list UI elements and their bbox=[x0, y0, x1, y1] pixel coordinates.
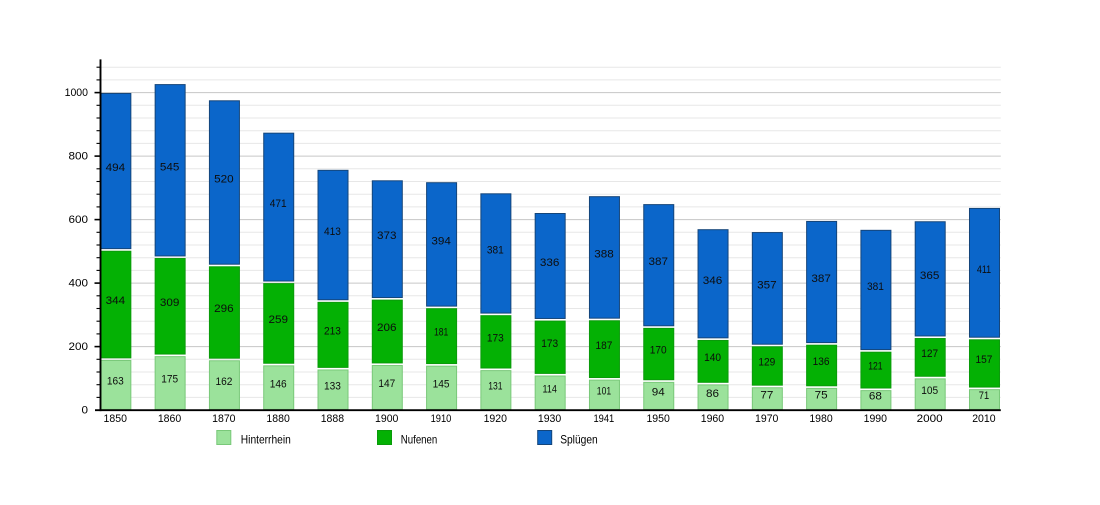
svg-text:94: 94 bbox=[652, 387, 665, 399]
svg-text:200: 200 bbox=[69, 341, 89, 353]
svg-text:162: 162 bbox=[215, 376, 232, 388]
svg-text:0: 0 bbox=[82, 404, 89, 416]
svg-text:600: 600 bbox=[69, 214, 89, 226]
svg-text:2000: 2000 bbox=[917, 413, 943, 425]
svg-text:129: 129 bbox=[758, 357, 775, 369]
svg-text:259: 259 bbox=[268, 314, 288, 326]
svg-text:206: 206 bbox=[377, 322, 397, 334]
svg-text:86: 86 bbox=[706, 388, 719, 400]
svg-text:346: 346 bbox=[703, 275, 723, 287]
svg-text:1960: 1960 bbox=[701, 413, 724, 425]
svg-text:296: 296 bbox=[214, 303, 234, 315]
svg-text:1910: 1910 bbox=[431, 413, 452, 425]
svg-text:373: 373 bbox=[377, 230, 397, 242]
svg-text:1920: 1920 bbox=[484, 413, 507, 425]
svg-text:1970: 1970 bbox=[755, 413, 778, 425]
svg-text:147: 147 bbox=[378, 378, 395, 390]
svg-text:357: 357 bbox=[757, 279, 777, 291]
svg-text:1888: 1888 bbox=[321, 413, 344, 425]
svg-text:471: 471 bbox=[270, 198, 287, 210]
svg-text:145: 145 bbox=[433, 378, 450, 390]
svg-text:75: 75 bbox=[815, 390, 828, 402]
svg-text:413: 413 bbox=[324, 226, 341, 238]
svg-text:187: 187 bbox=[596, 340, 613, 352]
svg-text:1930: 1930 bbox=[538, 413, 561, 425]
svg-text:388: 388 bbox=[594, 248, 614, 260]
svg-text:101: 101 bbox=[597, 385, 611, 397]
svg-text:1980: 1980 bbox=[809, 413, 832, 425]
svg-text:105: 105 bbox=[921, 385, 938, 397]
svg-text:133: 133 bbox=[324, 380, 341, 392]
svg-text:181: 181 bbox=[434, 327, 448, 339]
svg-text:136: 136 bbox=[813, 356, 830, 368]
svg-text:411: 411 bbox=[977, 264, 991, 276]
svg-text:1880: 1880 bbox=[266, 413, 289, 425]
svg-text:400: 400 bbox=[69, 277, 89, 289]
svg-text:387: 387 bbox=[811, 273, 831, 285]
svg-text:121: 121 bbox=[868, 361, 882, 373]
svg-text:173: 173 bbox=[541, 338, 558, 350]
svg-text:494: 494 bbox=[106, 162, 126, 174]
svg-text:387: 387 bbox=[649, 256, 669, 268]
svg-text:1900: 1900 bbox=[375, 413, 398, 425]
svg-text:213: 213 bbox=[324, 325, 341, 337]
svg-text:175: 175 bbox=[161, 374, 178, 386]
svg-text:1870: 1870 bbox=[212, 413, 235, 425]
svg-text:173: 173 bbox=[487, 332, 504, 344]
svg-text:344: 344 bbox=[106, 295, 126, 307]
svg-text:1990: 1990 bbox=[864, 413, 887, 425]
svg-text:309: 309 bbox=[160, 297, 180, 309]
svg-text:127: 127 bbox=[921, 348, 938, 360]
svg-text:131: 131 bbox=[488, 381, 502, 393]
svg-text:545: 545 bbox=[160, 161, 180, 173]
svg-text:170: 170 bbox=[650, 345, 667, 357]
svg-text:114: 114 bbox=[543, 383, 557, 395]
svg-text:77: 77 bbox=[760, 389, 773, 401]
svg-text:1941: 1941 bbox=[593, 413, 614, 425]
svg-text:520: 520 bbox=[214, 174, 234, 186]
svg-text:68: 68 bbox=[869, 391, 882, 403]
svg-text:1950: 1950 bbox=[646, 413, 669, 425]
svg-text:1860: 1860 bbox=[158, 413, 181, 425]
svg-text:71: 71 bbox=[979, 390, 989, 402]
svg-text:2010: 2010 bbox=[972, 413, 995, 425]
svg-text:381: 381 bbox=[867, 281, 884, 293]
svg-text:1850: 1850 bbox=[104, 413, 127, 425]
svg-text:365: 365 bbox=[920, 270, 940, 282]
svg-text:1000: 1000 bbox=[65, 87, 88, 99]
svg-text:381: 381 bbox=[487, 245, 504, 257]
svg-text:394: 394 bbox=[431, 235, 451, 247]
svg-text:800: 800 bbox=[69, 150, 89, 162]
svg-text:163: 163 bbox=[107, 376, 124, 388]
svg-text:336: 336 bbox=[540, 257, 560, 269]
svg-text:140: 140 bbox=[704, 352, 721, 364]
svg-text:Hinterrhein: Hinterrhein bbox=[241, 433, 291, 447]
svg-text:Nufenen: Nufenen bbox=[401, 433, 438, 447]
svg-text:Splügen: Splügen bbox=[560, 433, 598, 447]
svg-text:157: 157 bbox=[976, 354, 993, 366]
svg-text:146: 146 bbox=[270, 378, 287, 390]
